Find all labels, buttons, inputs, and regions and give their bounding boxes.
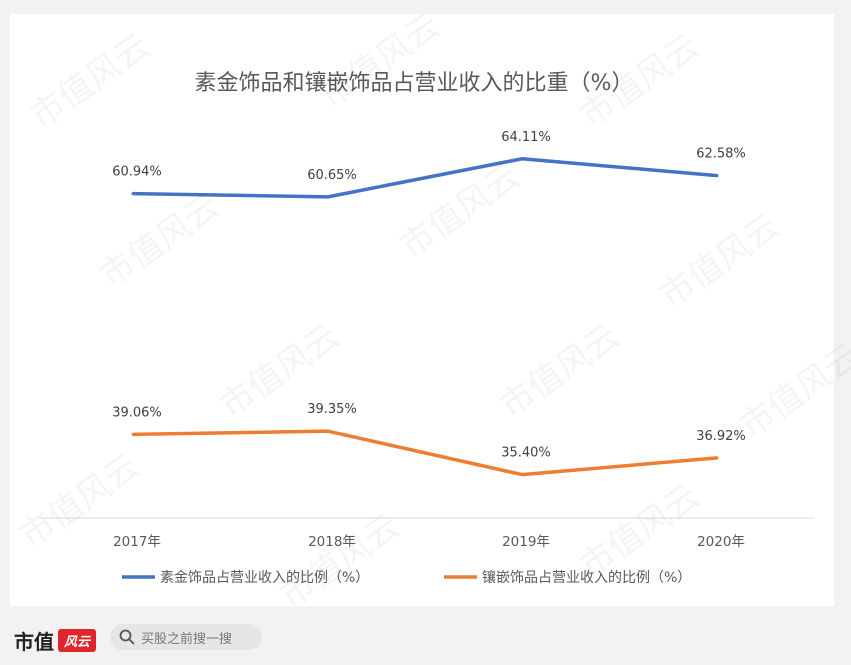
chart-card: 素金饰品和镶嵌饰品占营业收入的比重（%） 60.94% 60.65% 64.11% 6… <box>10 6 851 617</box>
legend-label: 镶嵌饰品占营业收入的比例（%） <box>482 569 691 586</box>
brand-badge: 风云 <box>58 629 97 652</box>
data-label: 64.11% <box>501 130 551 145</box>
data-label: 36.92% <box>696 429 746 444</box>
data-label: 62.58% <box>696 147 746 162</box>
brand-name: 市值 <box>14 630 54 654</box>
x-tick-label: 2019年 <box>502 534 550 550</box>
data-point <box>520 473 524 477</box>
series-lines <box>132 157 718 477</box>
data-label: 39.35% <box>307 402 357 417</box>
data-point <box>131 432 135 436</box>
series-points <box>131 157 719 477</box>
data-point <box>520 157 524 161</box>
series-line-1 <box>132 157 718 199</box>
footer: 市值 风云 买股之前搜一搜 <box>0 612 851 665</box>
data-point <box>326 429 330 433</box>
data-labels: 60.94% 60.65% 64.11% 62.58% 39.06% 39.35% 35.4… <box>112 130 746 461</box>
data-label: 60.94% <box>112 165 162 180</box>
search-box[interactable]: 买股之前搜一搜 <box>110 624 262 650</box>
search-placeholder: 买股之前搜一搜 <box>141 631 233 647</box>
x-tick-label: 2017年 <box>113 534 161 550</box>
x-tick-label: 2018年 <box>308 534 356 550</box>
series-line-2 <box>132 429 718 477</box>
brand-logo[interactable]: 市值 风云 <box>14 626 97 655</box>
data-label: 35.40% <box>501 446 551 461</box>
data-point <box>715 174 719 178</box>
legend: 素金饰品占营业收入的比例（%） 镶嵌饰品占营业收入的比例（%） <box>122 569 691 586</box>
data-label: 60.65% <box>307 168 357 183</box>
x-tick-label: 2020年 <box>697 534 745 550</box>
data-point <box>715 456 719 460</box>
line-chart: 素金饰品和镶嵌饰品占营业收入的比重（%） 60.94% 60.65%64.11%6… <box>38 71 814 586</box>
x-tick-labels: 2017年 2018年 2019年 2020年 <box>113 534 745 550</box>
data-point <box>326 195 330 199</box>
data-label: 39.06% <box>112 405 162 420</box>
search-icon <box>119 629 135 645</box>
data-point <box>131 192 135 196</box>
legend-label: 素金饰品占营业收入的比例（%） <box>160 570 369 586</box>
chart-title: 素金饰品和镶嵌饰品占营业收入的比重（%） <box>195 71 634 96</box>
